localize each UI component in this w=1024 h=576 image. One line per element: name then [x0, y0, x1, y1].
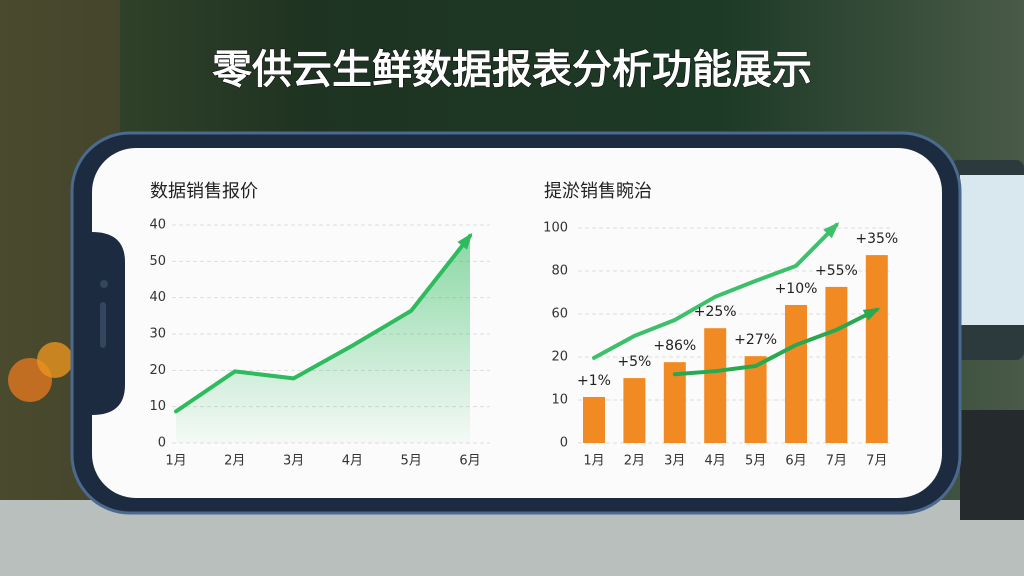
y-tick-label: 10 — [551, 393, 568, 408]
chart-title: 数据销售报价 — [150, 181, 258, 202]
line — [174, 233, 472, 414]
line — [672, 307, 879, 377]
annotation: +27% — [734, 332, 777, 348]
arrowhead — [823, 222, 840, 239]
y-tick-label: 100 — [543, 221, 568, 236]
y-tick-label: 10 — [149, 399, 166, 414]
y-tick-label: 80 — [551, 264, 568, 279]
x-tick-label: 4月 — [705, 454, 726, 469]
bar — [623, 378, 646, 443]
bar — [744, 356, 767, 443]
area — [176, 235, 470, 443]
x-tick-label: 5月 — [745, 454, 766, 469]
y-tick-label: 40 — [149, 290, 166, 305]
produce — [37, 342, 73, 378]
notch — [92, 232, 125, 415]
y-tick-label: 50 — [149, 254, 166, 269]
bar — [663, 362, 686, 443]
x-tick-label: 7月 — [866, 454, 887, 469]
x-tick-label: 1月 — [583, 454, 604, 469]
y-tick-label: 20 — [149, 363, 166, 378]
x-tick-label: 2月 — [224, 454, 245, 469]
arrowhead — [862, 307, 881, 321]
bar — [583, 396, 605, 443]
y-tick-label: 0 — [560, 436, 568, 451]
bar — [704, 328, 727, 443]
arrowhead — [457, 232, 473, 250]
x-tick-label: 1月 — [165, 454, 186, 469]
pos-screen — [960, 175, 1024, 325]
y-tick-label: 40 — [149, 218, 166, 233]
x-tick-label: 6月 — [785, 454, 806, 469]
annotation: +86% — [653, 338, 696, 354]
page-title: 零供云生鲜数据报表分析功能展示 — [212, 47, 812, 93]
x-tick-label: 4月 — [342, 454, 363, 469]
bar — [825, 286, 848, 443]
chart-title: 提淤销售睕治 — [544, 181, 652, 202]
bar — [785, 304, 807, 443]
y-tick-label: 20 — [551, 350, 568, 365]
annotation: +35% — [855, 231, 898, 247]
x-tick-label: 3月 — [283, 454, 304, 469]
camera — [100, 280, 108, 288]
speaker — [100, 302, 106, 348]
x-tick-label: 6月 — [459, 454, 480, 469]
bar — [865, 255, 888, 443]
x-tick-label: 2月 — [624, 454, 645, 469]
x-tick-label: 3月 — [664, 454, 685, 469]
annotation: +1% — [577, 373, 611, 389]
annotation: +5% — [617, 354, 651, 370]
register — [960, 410, 1024, 520]
annotation: +55% — [815, 263, 858, 279]
annotation: +25% — [694, 304, 737, 320]
x-tick-label: 7月 — [826, 454, 847, 469]
x-tick-label: 5月 — [401, 454, 422, 469]
y-tick-label: 0 — [158, 436, 166, 451]
y-tick-label: 30 — [149, 327, 166, 342]
annotation: +10% — [775, 281, 818, 297]
line — [592, 222, 839, 360]
y-tick-label: 60 — [551, 307, 568, 322]
